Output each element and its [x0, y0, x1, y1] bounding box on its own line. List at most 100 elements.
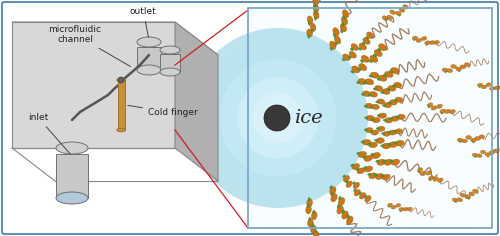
Ellipse shape: [416, 38, 422, 42]
Ellipse shape: [308, 219, 313, 227]
Ellipse shape: [311, 29, 313, 33]
Ellipse shape: [358, 68, 361, 71]
Ellipse shape: [494, 86, 500, 90]
Ellipse shape: [408, 207, 412, 211]
Ellipse shape: [428, 106, 430, 108]
Ellipse shape: [374, 50, 382, 57]
Ellipse shape: [478, 87, 480, 88]
Ellipse shape: [358, 79, 366, 84]
Ellipse shape: [394, 130, 397, 132]
Bar: [56, 154, 88, 198]
Ellipse shape: [314, 231, 319, 236]
Ellipse shape: [364, 155, 372, 161]
Ellipse shape: [314, 17, 316, 20]
Ellipse shape: [388, 131, 391, 133]
Ellipse shape: [371, 119, 374, 121]
Ellipse shape: [330, 41, 336, 49]
Ellipse shape: [374, 85, 382, 91]
Ellipse shape: [383, 74, 386, 77]
Ellipse shape: [308, 197, 310, 201]
Ellipse shape: [440, 109, 446, 113]
Ellipse shape: [369, 75, 372, 77]
Ellipse shape: [441, 113, 443, 114]
Ellipse shape: [314, 230, 316, 233]
Ellipse shape: [487, 156, 489, 157]
Ellipse shape: [424, 41, 430, 45]
Ellipse shape: [352, 182, 355, 184]
Ellipse shape: [358, 152, 366, 157]
Ellipse shape: [396, 140, 404, 146]
Ellipse shape: [310, 23, 316, 31]
Ellipse shape: [498, 86, 500, 89]
Ellipse shape: [427, 103, 433, 107]
Ellipse shape: [384, 71, 393, 77]
Ellipse shape: [364, 195, 367, 198]
Ellipse shape: [486, 83, 492, 87]
Ellipse shape: [384, 159, 392, 165]
Ellipse shape: [403, 5, 408, 9]
Ellipse shape: [350, 48, 353, 51]
Ellipse shape: [382, 174, 390, 180]
Ellipse shape: [307, 204, 309, 208]
Ellipse shape: [429, 179, 431, 181]
Circle shape: [188, 28, 368, 208]
Ellipse shape: [373, 88, 376, 90]
Ellipse shape: [434, 40, 440, 44]
Ellipse shape: [333, 28, 339, 36]
Ellipse shape: [369, 142, 378, 148]
Ellipse shape: [352, 66, 360, 73]
Ellipse shape: [392, 85, 396, 87]
Ellipse shape: [376, 173, 384, 179]
Ellipse shape: [395, 129, 402, 134]
Polygon shape: [175, 22, 218, 181]
Ellipse shape: [384, 118, 392, 123]
Ellipse shape: [374, 54, 376, 57]
Ellipse shape: [388, 203, 392, 207]
Ellipse shape: [388, 206, 390, 208]
Ellipse shape: [472, 153, 478, 157]
Ellipse shape: [491, 90, 493, 91]
Ellipse shape: [380, 91, 384, 93]
Bar: [118, 80, 125, 130]
Ellipse shape: [364, 82, 368, 84]
Ellipse shape: [310, 225, 316, 233]
Ellipse shape: [340, 30, 343, 33]
Ellipse shape: [351, 44, 358, 50]
Ellipse shape: [314, 10, 316, 13]
Ellipse shape: [382, 143, 390, 149]
Ellipse shape: [313, 0, 318, 5]
Ellipse shape: [389, 71, 392, 73]
Ellipse shape: [482, 85, 486, 89]
Ellipse shape: [394, 99, 397, 101]
Ellipse shape: [314, 11, 319, 19]
Ellipse shape: [362, 139, 371, 145]
Ellipse shape: [456, 67, 462, 71]
Ellipse shape: [365, 79, 374, 85]
Ellipse shape: [352, 164, 360, 169]
Ellipse shape: [333, 34, 336, 37]
Bar: [248, 8, 492, 228]
Ellipse shape: [346, 216, 353, 224]
Ellipse shape: [338, 196, 341, 200]
Ellipse shape: [420, 171, 426, 176]
Ellipse shape: [390, 67, 399, 74]
Ellipse shape: [376, 101, 379, 103]
Ellipse shape: [377, 159, 386, 165]
Ellipse shape: [399, 8, 405, 12]
Ellipse shape: [475, 137, 480, 140]
Ellipse shape: [399, 207, 404, 211]
Ellipse shape: [361, 141, 364, 143]
Ellipse shape: [377, 115, 380, 117]
Ellipse shape: [364, 166, 367, 169]
Ellipse shape: [396, 116, 399, 118]
Ellipse shape: [398, 114, 405, 120]
Ellipse shape: [459, 142, 461, 143]
Ellipse shape: [347, 215, 350, 218]
Ellipse shape: [337, 206, 344, 214]
Ellipse shape: [394, 82, 402, 88]
Ellipse shape: [358, 63, 366, 71]
Ellipse shape: [426, 171, 432, 175]
Ellipse shape: [337, 205, 340, 208]
Ellipse shape: [331, 194, 337, 202]
Ellipse shape: [342, 10, 348, 18]
